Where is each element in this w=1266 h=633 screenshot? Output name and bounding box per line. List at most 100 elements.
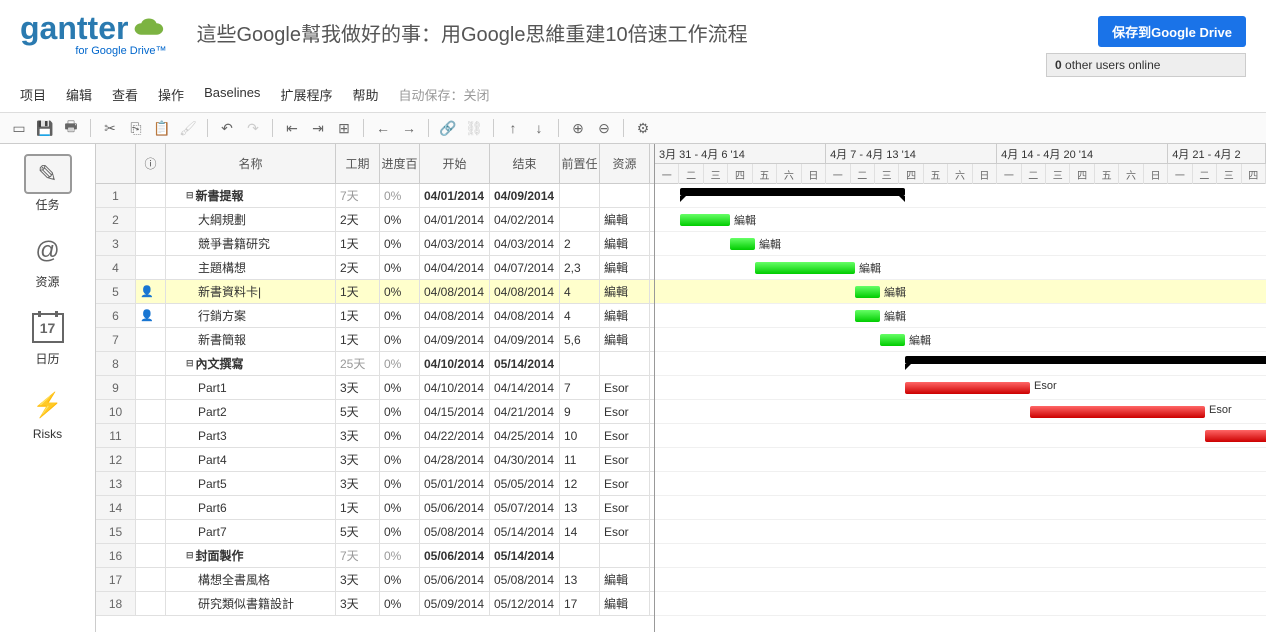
- col-header-6[interactable]: 结束: [490, 144, 560, 183]
- table-row[interactable]: 12Part43天0%04/28/201404/30/201411Esor: [96, 448, 654, 472]
- cell: 5天: [336, 520, 380, 543]
- gantt-bar[interactable]: [680, 188, 905, 196]
- col-header-7[interactable]: 前置任: [560, 144, 600, 183]
- table-row[interactable]: 15Part75天0%05/08/201405/14/201414Esor: [96, 520, 654, 544]
- col-header-8[interactable]: 资源: [600, 144, 650, 183]
- col-header-1[interactable]: ⓘ: [136, 144, 166, 183]
- menu-baselines[interactable]: Baselines: [204, 85, 260, 104]
- sidebar-item-2[interactable]: 17日历: [24, 308, 72, 367]
- gantt-bar[interactable]: [680, 214, 730, 226]
- cell: 0%: [380, 424, 420, 447]
- sidebar-item-1[interactable]: @资源: [24, 231, 72, 290]
- cell: 0%: [380, 400, 420, 423]
- gantt-row: [655, 448, 1266, 472]
- cell: 05/08/2014: [420, 520, 490, 543]
- table-row[interactable]: 4主題構想2天0%04/04/201404/07/20142,3編輯: [96, 256, 654, 280]
- cell: 05/01/2014: [420, 472, 490, 495]
- up-icon[interactable]: ↑: [502, 117, 524, 139]
- cell: 04/03/2014: [490, 232, 560, 255]
- table-row[interactable]: 16⊟封面製作7天0%05/06/201405/14/2014: [96, 544, 654, 568]
- cell: 3天: [336, 592, 380, 615]
- paste-icon[interactable]: 📋: [151, 117, 173, 139]
- day-header: 五: [753, 164, 777, 184]
- table-row[interactable]: 11Part33天0%04/22/201404/25/201410Esor: [96, 424, 654, 448]
- day-header: 一: [655, 164, 679, 184]
- sidebar-label: Risks: [33, 427, 62, 441]
- menu-project[interactable]: 项目: [20, 85, 46, 104]
- gantt-row: [655, 424, 1266, 448]
- gantt-bar[interactable]: [905, 356, 1266, 364]
- cell: 3天: [336, 448, 380, 471]
- gantt-row: [655, 496, 1266, 520]
- table-row[interactable]: 17構想全書風格3天0%05/06/201405/08/201413編輯: [96, 568, 654, 592]
- cell: 0%: [380, 568, 420, 591]
- gantt-bar[interactable]: [880, 334, 905, 346]
- cell: Esor: [600, 448, 650, 471]
- menu-help[interactable]: 帮助: [352, 85, 378, 104]
- col-header-4[interactable]: 进度百: [380, 144, 420, 183]
- table-row[interactable]: 3競爭書籍研究1天0%04/03/201404/03/20142編輯: [96, 232, 654, 256]
- zoomin-icon[interactable]: ⊕: [567, 117, 589, 139]
- cell: [136, 256, 166, 279]
- sidebar-item-3[interactable]: ⚡Risks: [24, 385, 72, 441]
- cell: 05/08/2014: [490, 568, 560, 591]
- table-row[interactable]: 14Part61天0%05/06/201405/07/201413Esor: [96, 496, 654, 520]
- cell: 1天: [336, 304, 380, 327]
- cell: [136, 448, 166, 471]
- cell: [136, 424, 166, 447]
- gantt-bar[interactable]: [905, 382, 1030, 394]
- gantt-bar[interactable]: [1030, 406, 1205, 418]
- cell: 0%: [380, 304, 420, 327]
- down-icon[interactable]: ↓: [528, 117, 550, 139]
- table-row[interactable]: 6👤行銷方案1天0%04/08/201404/08/20144編輯: [96, 304, 654, 328]
- table-row[interactable]: 9Part13天0%04/10/201404/14/20147Esor: [96, 376, 654, 400]
- col-header-0[interactable]: [96, 144, 136, 183]
- undo-icon[interactable]: ↶: [216, 117, 238, 139]
- new-icon[interactable]: ▭: [8, 117, 30, 139]
- gantt-bar[interactable]: [755, 262, 855, 274]
- menu-action[interactable]: 操作: [158, 85, 184, 104]
- left-icon[interactable]: ←: [372, 117, 394, 139]
- gantt-row: [655, 592, 1266, 616]
- day-header: 二: [851, 164, 875, 184]
- gantt-row: [655, 352, 1266, 376]
- table-row[interactable]: 1⊟新書提報7天0%04/01/201404/09/2014: [96, 184, 654, 208]
- gantt-bar[interactable]: [730, 238, 755, 250]
- sidebar-item-0[interactable]: ✎任务: [24, 154, 72, 213]
- table-row[interactable]: 13Part53天0%05/01/201405/05/201412Esor: [96, 472, 654, 496]
- save-button[interactable]: 保存到Google Drive: [1098, 16, 1246, 47]
- cut-icon[interactable]: ✂: [99, 117, 121, 139]
- day-header: 二: [679, 164, 703, 184]
- cell: 10: [560, 424, 600, 447]
- table-row[interactable]: 8⊟內文撰寫25天0%04/10/201405/14/2014: [96, 352, 654, 376]
- gantt-bar[interactable]: [1205, 430, 1266, 442]
- table-row[interactable]: 10Part25天0%04/15/201404/21/20149Esor: [96, 400, 654, 424]
- gear-icon[interactable]: ⚙: [632, 117, 654, 139]
- cell: 05/06/2014: [420, 544, 490, 567]
- zoomout-icon[interactable]: ⊖: [593, 117, 615, 139]
- gantt-bar[interactable]: [855, 310, 880, 322]
- copy-icon[interactable]: ⎘: [125, 117, 147, 139]
- save-icon[interactable]: 💾: [34, 117, 56, 139]
- table-row[interactable]: 18研究類似書籍設計3天0%05/09/201405/12/201417編輯: [96, 592, 654, 616]
- gantt-bar[interactable]: [855, 286, 880, 298]
- col-header-3[interactable]: 工期: [336, 144, 380, 183]
- table-row[interactable]: 5👤新書資料卡|1天0%04/08/201404/08/20144編輯: [96, 280, 654, 304]
- cell: 04/07/2014: [490, 256, 560, 279]
- table-row[interactable]: 2大綱規劃2天0%04/01/201404/02/2014編輯: [96, 208, 654, 232]
- cell: 14: [560, 520, 600, 543]
- print-icon[interactable]: 🖶: [60, 117, 82, 139]
- col-header-5[interactable]: 开始: [420, 144, 490, 183]
- outdent-icon[interactable]: ⇤: [281, 117, 303, 139]
- cell: 05/06/2014: [420, 568, 490, 591]
- cell: 編輯: [600, 232, 650, 255]
- cell: [560, 208, 600, 231]
- menu-view[interactable]: 查看: [112, 85, 138, 104]
- table-row[interactable]: 7新書簡報1天0%04/09/201404/09/20145,6編輯: [96, 328, 654, 352]
- insert-icon[interactable]: ⊞: [333, 117, 355, 139]
- menu-extensions[interactable]: 扩展程序: [280, 85, 332, 104]
- col-header-2[interactable]: 名称: [166, 144, 336, 183]
- menu-edit[interactable]: 编辑: [66, 85, 92, 104]
- indent-icon[interactable]: ⇥: [307, 117, 329, 139]
- right-icon[interactable]: →: [398, 117, 420, 139]
